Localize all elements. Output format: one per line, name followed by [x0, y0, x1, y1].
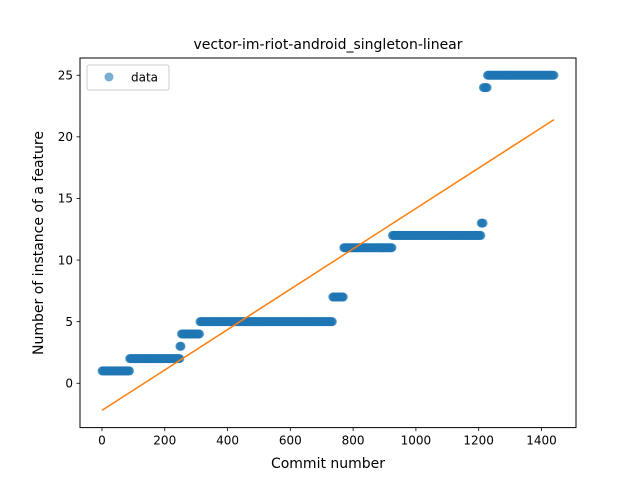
legend-box [86, 64, 170, 91]
data-point [176, 341, 186, 351]
y-ticks: 0 5 10 15 20 25 [58, 69, 80, 391]
y-tick-label: 5 [65, 315, 73, 329]
fit-line [101, 118, 555, 411]
data-point [387, 243, 397, 253]
plot-marks [97, 70, 559, 411]
x-tick-label: 1200 [463, 434, 494, 448]
legend-label-data: data [131, 71, 158, 85]
x-ticks: 0 200 400 600 800 1000 1200 1400 [98, 427, 557, 448]
data-point [338, 292, 348, 302]
x-tick-label: 600 [279, 434, 302, 448]
y-tick-label: 20 [58, 130, 73, 144]
legend-marker-data [104, 72, 114, 82]
x-tick-label: 800 [342, 434, 365, 448]
data-point [549, 70, 559, 80]
x-tick-label: 1400 [526, 434, 557, 448]
y-tick-label: 25 [58, 69, 73, 83]
x-tick-label: 1000 [401, 434, 432, 448]
data-point [125, 366, 135, 376]
axes-frame [79, 57, 577, 429]
x-tick-label: 0 [98, 434, 106, 448]
y-tick-label: 0 [65, 377, 73, 391]
data-point [327, 317, 337, 327]
chart-title: vector-im-riot-android_singleton-linear [193, 37, 462, 53]
y-tick-label: 10 [58, 253, 73, 267]
x-tick-label: 200 [153, 434, 176, 448]
y-tick-label: 15 [58, 192, 73, 206]
data-point [478, 218, 488, 228]
legend: data [86, 64, 170, 91]
x-tick-label: 400 [216, 434, 239, 448]
data-point [476, 230, 486, 240]
data-point [195, 329, 205, 339]
data-point [482, 83, 492, 93]
y-axis-label: Number of instance of a feature [31, 131, 47, 355]
x-axis-label: Commit number [271, 456, 385, 472]
